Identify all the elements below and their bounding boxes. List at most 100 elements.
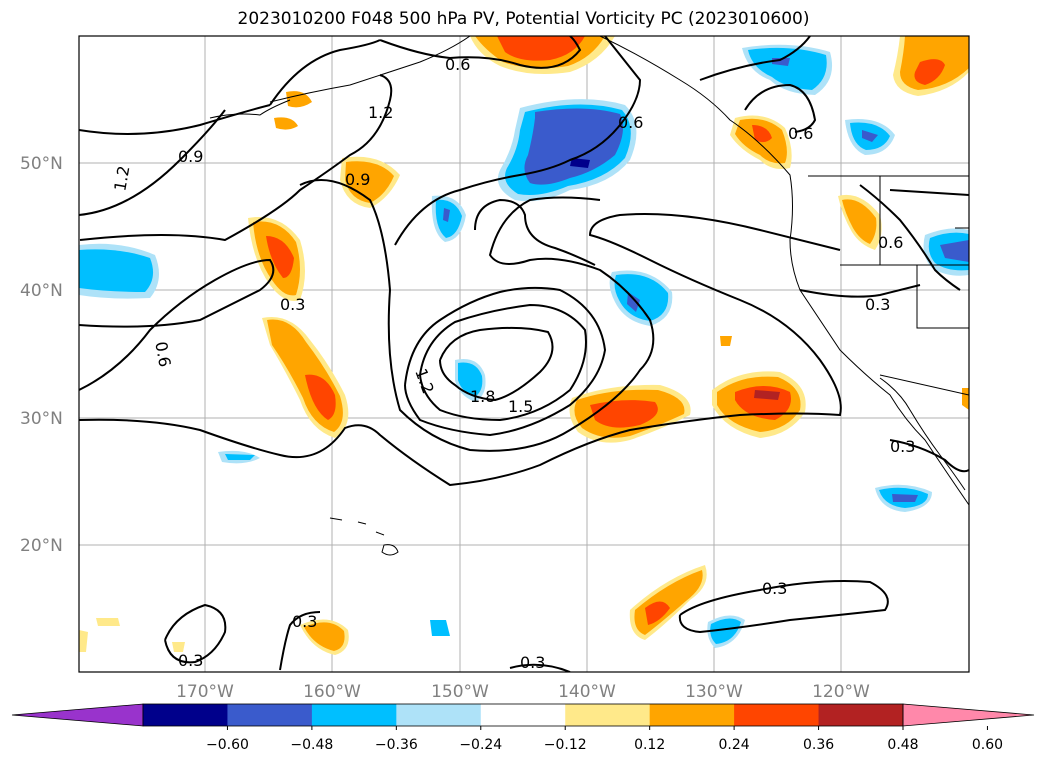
colorbar-segment [734, 704, 820, 726]
positive-anomaly-south-west [300, 619, 349, 655]
colorbar-tick-label: 0.60 [972, 737, 1003, 753]
lat-label: 40°N [20, 281, 63, 301]
colorbar-segment [227, 704, 313, 726]
colorbar-segment [396, 704, 482, 726]
lat-label: 20°N [20, 536, 63, 556]
colorbar-segment [480, 704, 566, 726]
negative-anomaly-north-center [742, 44, 833, 95]
contour-label: 0.9 [178, 147, 203, 166]
contour-label: 0.3 [280, 295, 305, 314]
colorbar-tick-label: −0.12 [544, 737, 587, 753]
lon-label: 120°W [812, 682, 870, 702]
small-cyan-blob [430, 620, 450, 636]
colorbar-segment [818, 704, 904, 726]
positive-anomaly-north [470, 36, 615, 74]
contour-label: 0.3 [890, 437, 915, 456]
negative-anomaly-south-east [875, 484, 932, 512]
contour-0.9-loop [79, 74, 393, 242]
colorbar-tick-label: 0.36 [803, 737, 834, 753]
contour-0.6-north [379, 36, 582, 69]
negative-anomaly-mid [609, 270, 673, 326]
colorbar-tick-label: −0.48 [290, 737, 333, 753]
contour-1.8-central [439, 326, 554, 402]
colorbar-segment [311, 704, 397, 726]
negative-anomaly-west [79, 243, 159, 299]
lon-label: 150°W [431, 682, 489, 702]
coastline-alaska [269, 36, 471, 103]
small-yellow-blob [172, 642, 185, 652]
positive-anomaly-east [712, 371, 806, 438]
negative-anomaly-small-3 [218, 450, 260, 464]
contour-0.6-right [699, 36, 811, 81]
small-orange-blob-4 [720, 336, 732, 346]
contour-label: 0.6 [618, 113, 643, 132]
lon-label: 160°W [303, 682, 361, 702]
colorbar-extend-low [11, 703, 144, 727]
coastlines [209, 36, 969, 556]
contour-0.3-south [678, 580, 889, 634]
contour-1.2-central [404, 286, 607, 437]
contour-label: 0.3 [178, 651, 203, 670]
colorbar-tick-label: −0.60 [206, 737, 249, 753]
contour-0.6-central [394, 36, 642, 246]
contour-1.2-west-2 [79, 109, 226, 216]
small-orange-blob [96, 618, 120, 626]
negative-anomaly-small-2 [431, 195, 466, 242]
negative-anomaly-south-2 [707, 615, 745, 648]
contour-label: 0.6 [788, 124, 813, 143]
colorbar-tick-label: −0.36 [375, 737, 418, 753]
colorbar-extend-high [902, 703, 1035, 727]
colorbar-tick-label: 0.48 [887, 737, 918, 753]
colorbar-segment [649, 704, 735, 726]
positive-anomaly-west-chain [248, 216, 349, 438]
colorbar: −0.60 −0.48 −0.36 −0.24 −0.12 0.12 0.24 0.36 0.4… [11, 703, 1035, 753]
contour-1.2-west [79, 104, 271, 135]
colorbar-tick-label: −0.24 [459, 737, 502, 753]
coastline-alaska-peninsula [209, 99, 291, 119]
colorbar-tick-label: 0.12 [634, 737, 665, 753]
positive-anomaly-south [629, 565, 707, 640]
contour-0.3-main [79, 213, 842, 487]
contour-1.2-ring [474, 198, 596, 266]
contour-label: 0.6 [445, 55, 470, 74]
contour-1.2-north [269, 39, 381, 106]
contour-label: 0.6 [878, 233, 903, 252]
contour-0.6-east [889, 189, 969, 196]
colorbar-frame [142, 703, 904, 727]
positive-anomaly-bc-coast [730, 115, 792, 169]
contour-label: 1.2 [368, 103, 393, 122]
map-frame [78, 35, 970, 673]
contour-0.3-bottom-2 [509, 663, 571, 672]
contour-label: 0.6 [151, 340, 174, 368]
lat-label: 30°N [20, 409, 63, 429]
contour-label: 1.5 [508, 397, 533, 416]
longitude-labels: 170°W 160°W 150°W 140°W 130°W 120°W [176, 682, 870, 702]
negative-anomaly-small-1 [845, 119, 895, 155]
lat-label: 50°N [20, 154, 63, 174]
contour-0.3-east [799, 284, 921, 298]
contour-label: 1.2 [110, 164, 133, 192]
pv-contours [79, 36, 969, 672]
contour-0.3-small [164, 603, 227, 664]
border-us-mexico [879, 374, 969, 396]
lon-label: 130°W [685, 682, 743, 702]
positive-anomaly-east-central [569, 384, 691, 443]
latitude-labels: 50°N 40°N 30°N 20°N [20, 154, 63, 556]
contour-0.3-bottom [279, 611, 321, 671]
contour-label: 0.3 [762, 579, 787, 598]
contour-label: 0.3 [865, 295, 890, 314]
contour-label: 1.8 [470, 387, 495, 406]
contour-labels: 0.6 1.2 0.9 1.2 0.9 0.6 0.6 0.6 0.3 0.6 … [110, 55, 915, 672]
small-orange-blob-2 [79, 630, 88, 652]
negative-anomaly-east [923, 228, 969, 276]
coastline-baja [879, 377, 966, 491]
contour-0.6-bc [744, 83, 817, 133]
contour-0.9-central [299, 179, 655, 452]
map-title: 2023010200 F048 500 hPa PV, Potential Vo… [237, 9, 810, 29]
positive-anomaly-small-2 [274, 91, 312, 130]
lon-label: 140°W [558, 682, 616, 702]
positive-anomaly-northeast [893, 36, 969, 96]
island-hawaii [329, 517, 399, 556]
map-area: 0.6 1.2 0.9 1.2 0.9 0.6 0.6 0.6 0.3 0.6 … [79, 36, 969, 672]
